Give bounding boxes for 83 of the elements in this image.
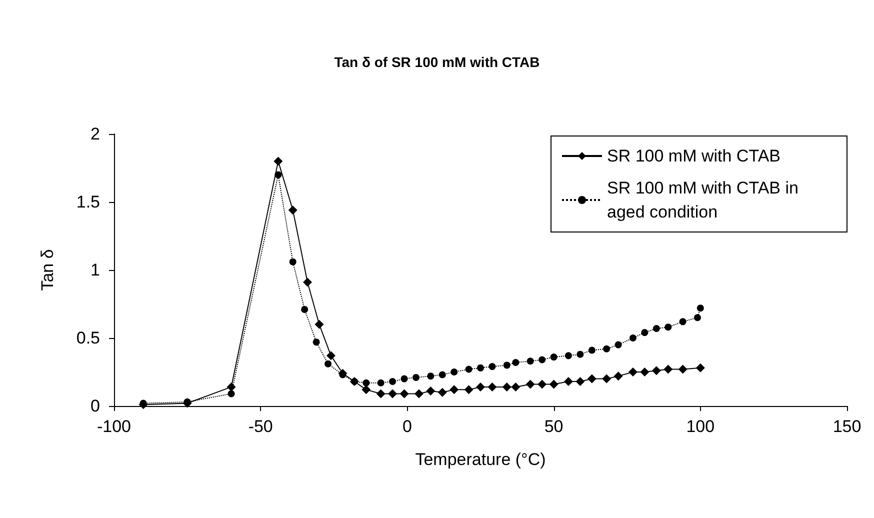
point	[602, 374, 612, 384]
point	[550, 354, 558, 361]
point	[301, 306, 308, 313]
point	[376, 389, 386, 398]
point	[450, 368, 458, 376]
point	[696, 304, 704, 312]
point	[438, 371, 446, 378]
point	[652, 324, 660, 332]
point	[696, 363, 705, 372]
point	[476, 382, 485, 392]
point	[614, 372, 623, 381]
point	[450, 385, 459, 394]
y-tick-label: 0	[90, 396, 100, 416]
x-tick-label: -50	[248, 417, 273, 436]
point	[289, 258, 296, 266]
point	[678, 364, 688, 374]
point	[664, 364, 673, 374]
point	[464, 385, 474, 394]
point	[641, 329, 648, 336]
point	[389, 378, 396, 386]
point	[628, 368, 638, 376]
point	[503, 362, 510, 369]
point	[414, 389, 424, 398]
point	[226, 382, 236, 392]
point	[314, 320, 324, 329]
y-tick-label: 1.5	[76, 192, 100, 212]
point	[587, 374, 596, 384]
point	[326, 351, 336, 360]
x-axis-title: Temperature (°C)	[415, 450, 546, 469]
x-tick-label: 100	[686, 417, 715, 436]
point	[427, 372, 434, 380]
point	[640, 368, 650, 376]
point	[538, 356, 546, 364]
point	[312, 338, 320, 346]
point	[652, 366, 661, 376]
point	[549, 380, 558, 389]
x-tick-label: 0	[402, 417, 412, 436]
point	[288, 206, 298, 215]
point	[564, 377, 573, 386]
point	[576, 377, 585, 386]
point	[303, 278, 312, 287]
point	[588, 346, 596, 354]
point	[477, 364, 484, 372]
y-tick-label: 1	[90, 260, 100, 280]
point	[400, 389, 409, 398]
point	[362, 385, 371, 394]
x-tick-label: -100	[96, 417, 132, 436]
point	[274, 156, 283, 166]
point	[388, 389, 398, 398]
point	[426, 386, 436, 396]
x-tick-label: 50	[544, 417, 564, 436]
point	[538, 380, 547, 389]
point	[324, 360, 332, 368]
point	[512, 358, 520, 366]
point	[629, 334, 636, 342]
point	[228, 390, 235, 398]
point	[511, 382, 520, 392]
point	[614, 341, 622, 348]
y-tick-label: 0.5	[76, 328, 100, 348]
point	[664, 324, 672, 331]
point	[274, 171, 282, 178]
point	[465, 366, 472, 373]
point	[362, 379, 370, 386]
point	[488, 363, 496, 370]
y-axis-title: Tan δ	[38, 249, 57, 291]
point	[564, 352, 572, 360]
legend-label: SR 100 mM with CTAB	[607, 146, 781, 166]
point	[412, 374, 420, 381]
point	[526, 358, 534, 365]
point	[679, 318, 686, 326]
point	[526, 380, 535, 389]
point	[438, 388, 447, 397]
point	[400, 375, 408, 382]
x-tick-label: 150	[832, 417, 862, 436]
point	[488, 382, 497, 392]
point	[377, 379, 384, 386]
point	[694, 314, 701, 322]
point	[576, 350, 584, 358]
point	[502, 382, 512, 392]
y-tick-label: 2	[90, 124, 100, 144]
legend-label: SR 100 mM with CTAB in aged condition	[607, 178, 804, 222]
point	[603, 345, 610, 352]
chart-title: Tan δ of SR 100 mM with CTAB	[334, 54, 540, 70]
